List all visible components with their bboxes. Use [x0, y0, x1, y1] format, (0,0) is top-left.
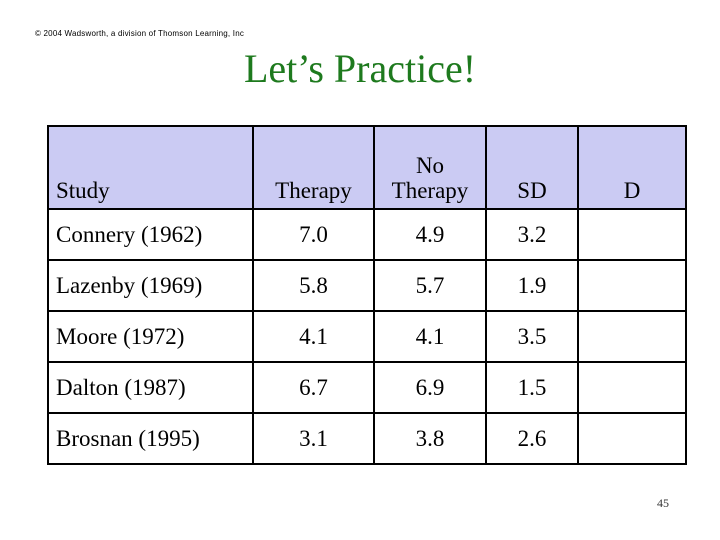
table-row: Dalton (1987) 6.7 6.9 1.5 [47, 361, 687, 414]
sd-value-cell: 2.6 [485, 412, 579, 465]
d-value-cell [577, 310, 687, 363]
study-name-cell: Dalton (1987) [47, 361, 254, 414]
d-value-cell [577, 361, 687, 414]
study-name-cell: Brosnan (1995) [47, 412, 254, 465]
therapy-value-cell: 5.8 [252, 259, 375, 312]
sd-value-cell: 3.5 [485, 310, 579, 363]
no-therapy-value-cell: 4.1 [373, 310, 487, 363]
copyright-text: © 2004 Wadsworth, a division of Thomson … [35, 29, 245, 38]
table-header-row: Study Therapy No Therapy SD D [47, 125, 687, 210]
column-header-no-therapy: No Therapy [373, 125, 487, 210]
d-value-cell [577, 412, 687, 465]
column-header-study: Study [47, 125, 254, 210]
d-value-cell [577, 259, 687, 312]
table-row: Brosnan (1995) 3.1 3.8 2.6 [47, 412, 687, 465]
column-header-therapy: Therapy [252, 125, 375, 210]
no-therapy-value-cell: 4.9 [373, 208, 487, 261]
table-row: Connery (1962) 7.0 4.9 3.2 [47, 208, 687, 261]
no-therapy-value-cell: 6.9 [373, 361, 487, 414]
study-name-cell: Connery (1962) [47, 208, 254, 261]
study-name-cell: Moore (1972) [47, 310, 254, 363]
table-row: Lazenby (1969) 5.8 5.7 1.9 [47, 259, 687, 312]
column-header-d: D [577, 125, 687, 210]
table-body: Connery (1962) 7.0 4.9 3.2 Lazenby (1969… [47, 208, 687, 465]
sd-value-cell: 1.9 [485, 259, 579, 312]
therapy-value-cell: 4.1 [252, 310, 375, 363]
slide-title: Let’s Practice! [243, 46, 477, 91]
d-value-cell [577, 208, 687, 261]
no-therapy-value-cell: 5.7 [373, 259, 487, 312]
sd-value-cell: 1.5 [485, 361, 579, 414]
therapy-value-cell: 7.0 [252, 208, 375, 261]
therapy-value-cell: 6.7 [252, 361, 375, 414]
column-header-sd: SD [485, 125, 579, 210]
page-number: 45 [657, 496, 669, 510]
table-row: Moore (1972) 4.1 4.1 3.5 [47, 310, 687, 363]
table-header: Study Therapy No Therapy SD D [47, 125, 687, 210]
study-name-cell: Lazenby (1969) [47, 259, 254, 312]
sd-value-cell: 3.2 [485, 208, 579, 261]
study-results-table: Study Therapy No Therapy SD D Connery (1… [47, 125, 687, 465]
no-therapy-value-cell: 3.8 [373, 412, 487, 465]
therapy-value-cell: 3.1 [252, 412, 375, 465]
